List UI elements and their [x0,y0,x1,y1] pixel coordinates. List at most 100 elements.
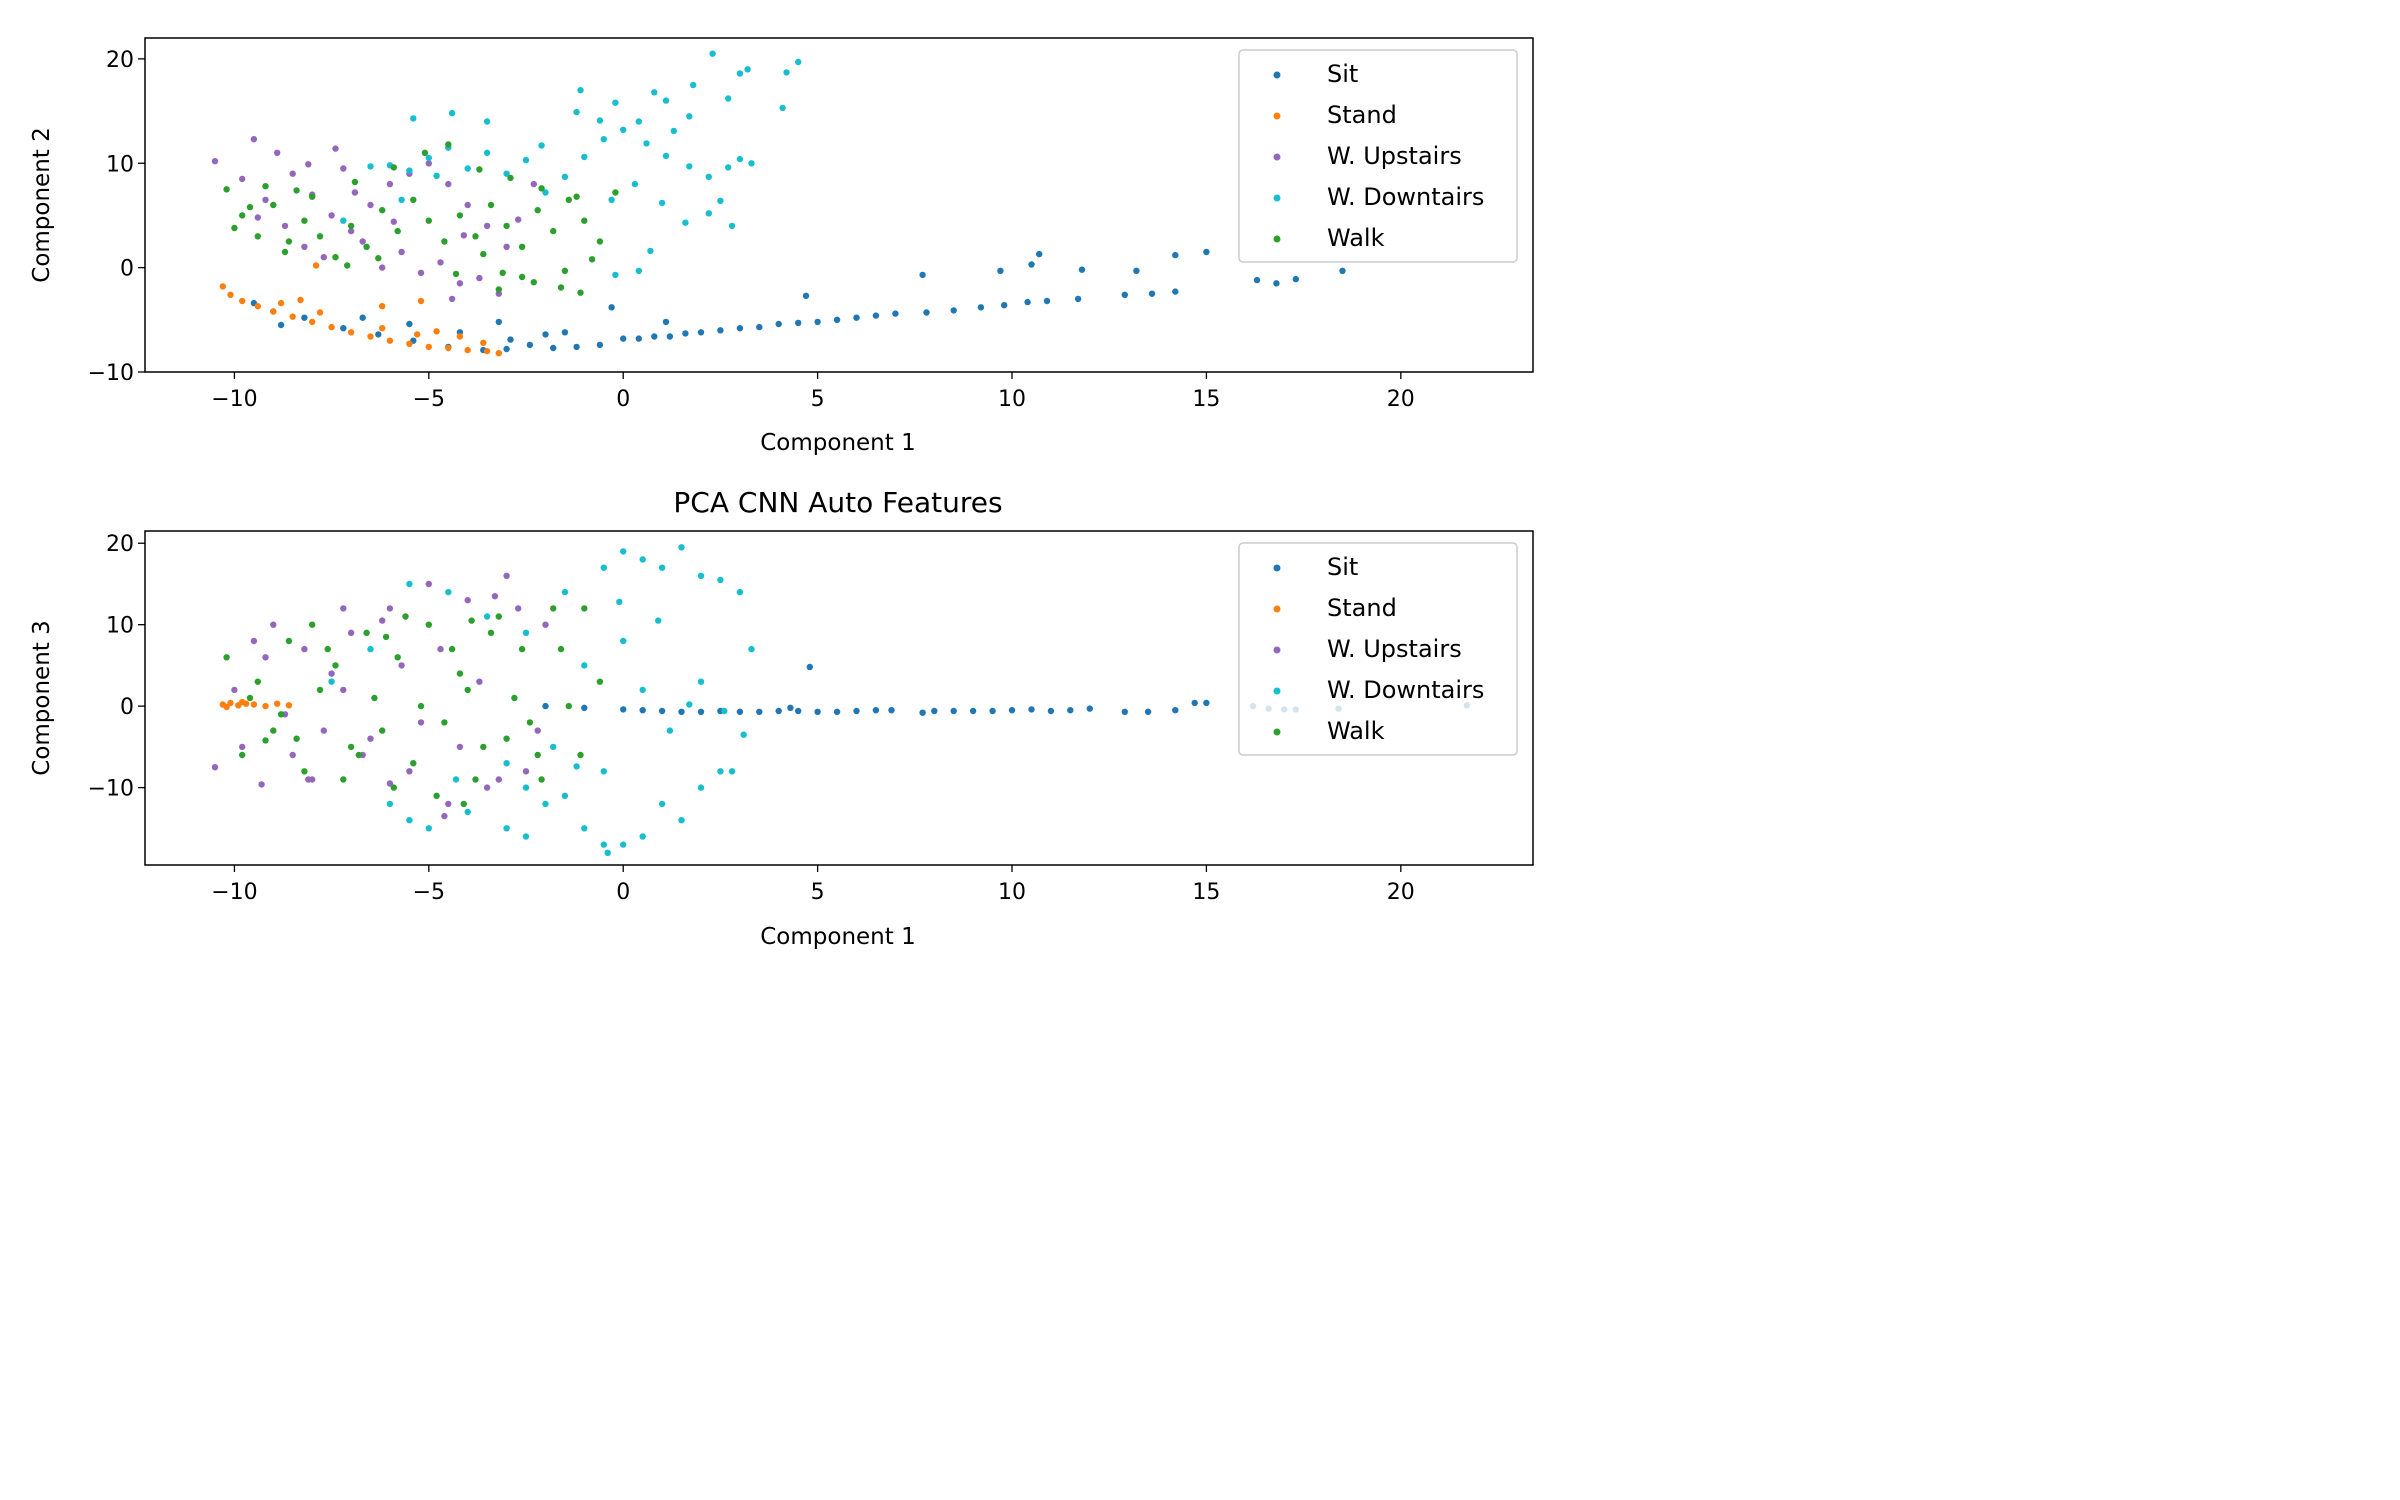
legend-marker [1273,194,1281,202]
point-4-19 [518,645,526,653]
point-2-7 [347,629,355,636]
point-4-16 [472,233,479,240]
point-4-31 [445,141,452,148]
point-3-22 [728,768,736,775]
point-2-0 [211,158,219,165]
point-0-19 [717,327,724,334]
legend-label: W. Upstairs [1327,635,1462,663]
point-3-6 [635,118,642,125]
point-2-37 [448,295,456,303]
point-3-29 [425,825,432,832]
point-2-32 [515,605,522,612]
figure: −10 −5 0 5 10 15 20 −10 0 10 20 Component 1 Compo… [0,0,1568,980]
point-4-34 [538,185,545,192]
point-3-53 [779,104,786,112]
point-0-34 [1043,297,1051,305]
point-0-14 [635,335,642,342]
y-tick-label: 10 [106,614,134,639]
point-2-21 [359,238,366,245]
y-tick-label: −10 [88,777,134,802]
point-1-6 [274,700,281,707]
point-4-3 [270,201,277,209]
point-4-3 [270,727,277,734]
point-0-25 [833,316,841,323]
x-axis-ticks: −10 −5 0 5 10 15 20 [211,372,1415,412]
x-tick-label: 10 [998,880,1026,905]
point-3-27 [600,136,607,143]
point-4-32 [464,686,471,694]
y-tick-label: 0 [120,695,134,720]
point-4-14 [441,238,448,245]
point-3-48 [616,598,623,606]
point-2-10 [425,160,432,167]
point-3-13 [795,58,802,66]
point-2-23 [340,686,347,694]
point-4-4 [285,637,293,645]
point-3-33 [483,149,491,156]
point-0-8 [503,345,510,353]
point-0-47 [997,267,1004,274]
x-tick-label: 5 [811,387,825,412]
point-3-40 [503,825,510,832]
x-tick-label: −5 [413,387,445,412]
point-3-40 [631,180,639,188]
point-4-21 [550,605,557,612]
point-3-45 [647,247,654,255]
point-3-7 [639,556,646,563]
legend-box [1238,49,1518,263]
point-4-44 [460,800,467,808]
y-tick-label: 0 [120,257,134,282]
point-4-13 [425,621,432,628]
point-4-16 [472,776,479,783]
point-0-43 [1203,248,1210,256]
point-2-26 [456,280,464,287]
point-0-0 [542,702,549,710]
point-4-42 [530,279,537,286]
point-0-39 [1253,276,1261,284]
point-3-44 [608,196,615,203]
point-4-7 [332,662,339,669]
point-2-17 [281,222,289,230]
y-tick-label: 10 [106,152,134,177]
point-3-43 [705,210,712,217]
point-3-41 [658,199,666,207]
point-1-13 [445,344,452,352]
point-0-33 [1024,298,1031,306]
point-0-15 [651,333,658,340]
x-axis-label: Component 1 [760,924,915,950]
point-0-15 [872,707,880,714]
subplot-title: PCA CNN Auto Features [673,486,1002,519]
point-2-20 [340,165,347,172]
point-2-33 [534,727,541,734]
point-3-49 [573,763,580,770]
point-0-26 [1121,708,1129,715]
point-3-28 [581,153,588,161]
point-3-31 [522,156,530,164]
point-4-6 [316,686,324,694]
point-4-29 [371,694,378,702]
point-2-6 [347,227,355,235]
point-3-30 [542,189,549,196]
legend-marker [1273,605,1281,613]
point-4-36 [417,702,425,710]
point-3-45 [721,707,728,715]
point-2-39 [305,776,312,783]
x-axis-label: Component 1 [760,430,915,456]
point-3-1 [445,588,452,596]
point-1-19 [277,299,285,307]
point-1-4 [250,701,258,708]
point-4-42 [293,735,300,742]
point-4-4 [285,238,293,245]
point-2-29 [456,743,464,751]
point-4-43 [495,286,502,293]
point-4-30 [402,613,409,620]
legend-label: Sit [1327,60,1358,88]
point-0-39 [888,707,895,714]
point-4-33 [507,174,514,182]
point-2-11 [445,180,452,188]
point-1-17 [379,325,386,332]
point-0-21 [1008,707,1016,714]
point-3-5 [596,117,604,124]
point-2-0 [211,764,219,771]
point-4-38 [480,743,487,751]
